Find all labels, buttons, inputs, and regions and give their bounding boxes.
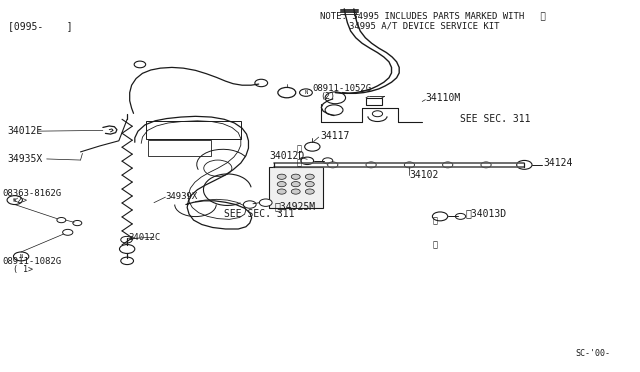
Text: 34012E: 34012E	[7, 126, 42, 136]
Circle shape	[366, 162, 376, 168]
Text: 34995 A/T DEVICE SERVICE KIT: 34995 A/T DEVICE SERVICE KIT	[349, 21, 499, 30]
Circle shape	[305, 182, 314, 187]
Circle shape	[291, 174, 300, 179]
Text: 34012D: 34012D	[269, 151, 304, 161]
Text: 34124: 34124	[543, 158, 573, 168]
Circle shape	[121, 257, 134, 264]
Circle shape	[325, 92, 346, 104]
Circle shape	[255, 79, 268, 87]
Text: N: N	[19, 254, 23, 259]
Circle shape	[433, 212, 448, 221]
Text: ※: ※	[433, 241, 438, 250]
Circle shape	[305, 174, 314, 179]
Circle shape	[328, 162, 338, 168]
Text: ※34013D: ※34013D	[466, 208, 507, 218]
Circle shape	[481, 162, 491, 168]
Text: S: S	[13, 198, 17, 203]
Bar	[148, 140, 211, 156]
Circle shape	[443, 162, 453, 168]
Text: 34939X: 34939X	[166, 192, 198, 201]
Text: <2>: <2>	[12, 196, 27, 205]
Circle shape	[134, 61, 146, 68]
Circle shape	[243, 201, 256, 208]
Circle shape	[305, 189, 314, 194]
Circle shape	[73, 221, 82, 226]
Text: 34935X: 34935X	[7, 154, 42, 164]
Text: 34102: 34102	[410, 170, 439, 180]
Text: ※: ※	[297, 144, 302, 153]
Text: ※: ※	[297, 158, 302, 167]
Circle shape	[278, 87, 296, 98]
Circle shape	[404, 162, 415, 168]
Text: ※: ※	[433, 217, 438, 226]
Text: 34110M: 34110M	[426, 93, 461, 103]
Circle shape	[277, 174, 286, 179]
Circle shape	[277, 182, 286, 187]
Circle shape	[372, 111, 383, 117]
Circle shape	[63, 230, 73, 235]
Circle shape	[301, 157, 314, 164]
Circle shape	[291, 182, 300, 187]
Circle shape	[120, 244, 135, 253]
Circle shape	[121, 236, 132, 243]
Text: 34012C: 34012C	[129, 233, 161, 243]
Circle shape	[516, 160, 532, 169]
Bar	[269, 167, 323, 208]
Text: ※34925M: ※34925M	[274, 201, 315, 211]
Text: 08363-8162G: 08363-8162G	[2, 189, 61, 198]
Circle shape	[259, 199, 272, 206]
Bar	[147, 121, 241, 138]
Circle shape	[57, 218, 66, 223]
Circle shape	[291, 189, 300, 194]
Text: 08911-1052G: 08911-1052G	[312, 84, 371, 93]
Text: SEE SEC. 311: SEE SEC. 311	[224, 209, 294, 219]
Text: 08911-1082G: 08911-1082G	[2, 257, 61, 266]
Text: (2): (2)	[320, 92, 335, 101]
Circle shape	[277, 189, 286, 194]
Bar	[366, 98, 382, 105]
Text: N: N	[305, 90, 308, 95]
Text: NOTE: 34995 INCLUDES PARTS MARKED WITH   ※: NOTE: 34995 INCLUDES PARTS MARKED WITH ※	[320, 12, 546, 21]
Text: SEE SEC. 311: SEE SEC. 311	[461, 114, 531, 124]
Circle shape	[323, 158, 333, 164]
Text: ( 1>: ( 1>	[13, 265, 33, 274]
Text: SC-'00-: SC-'00-	[575, 349, 611, 358]
Circle shape	[325, 105, 343, 115]
Text: [0995-    ]: [0995- ]	[8, 21, 73, 31]
Circle shape	[305, 142, 320, 151]
Text: 34117: 34117	[320, 131, 349, 141]
Circle shape	[456, 214, 466, 219]
